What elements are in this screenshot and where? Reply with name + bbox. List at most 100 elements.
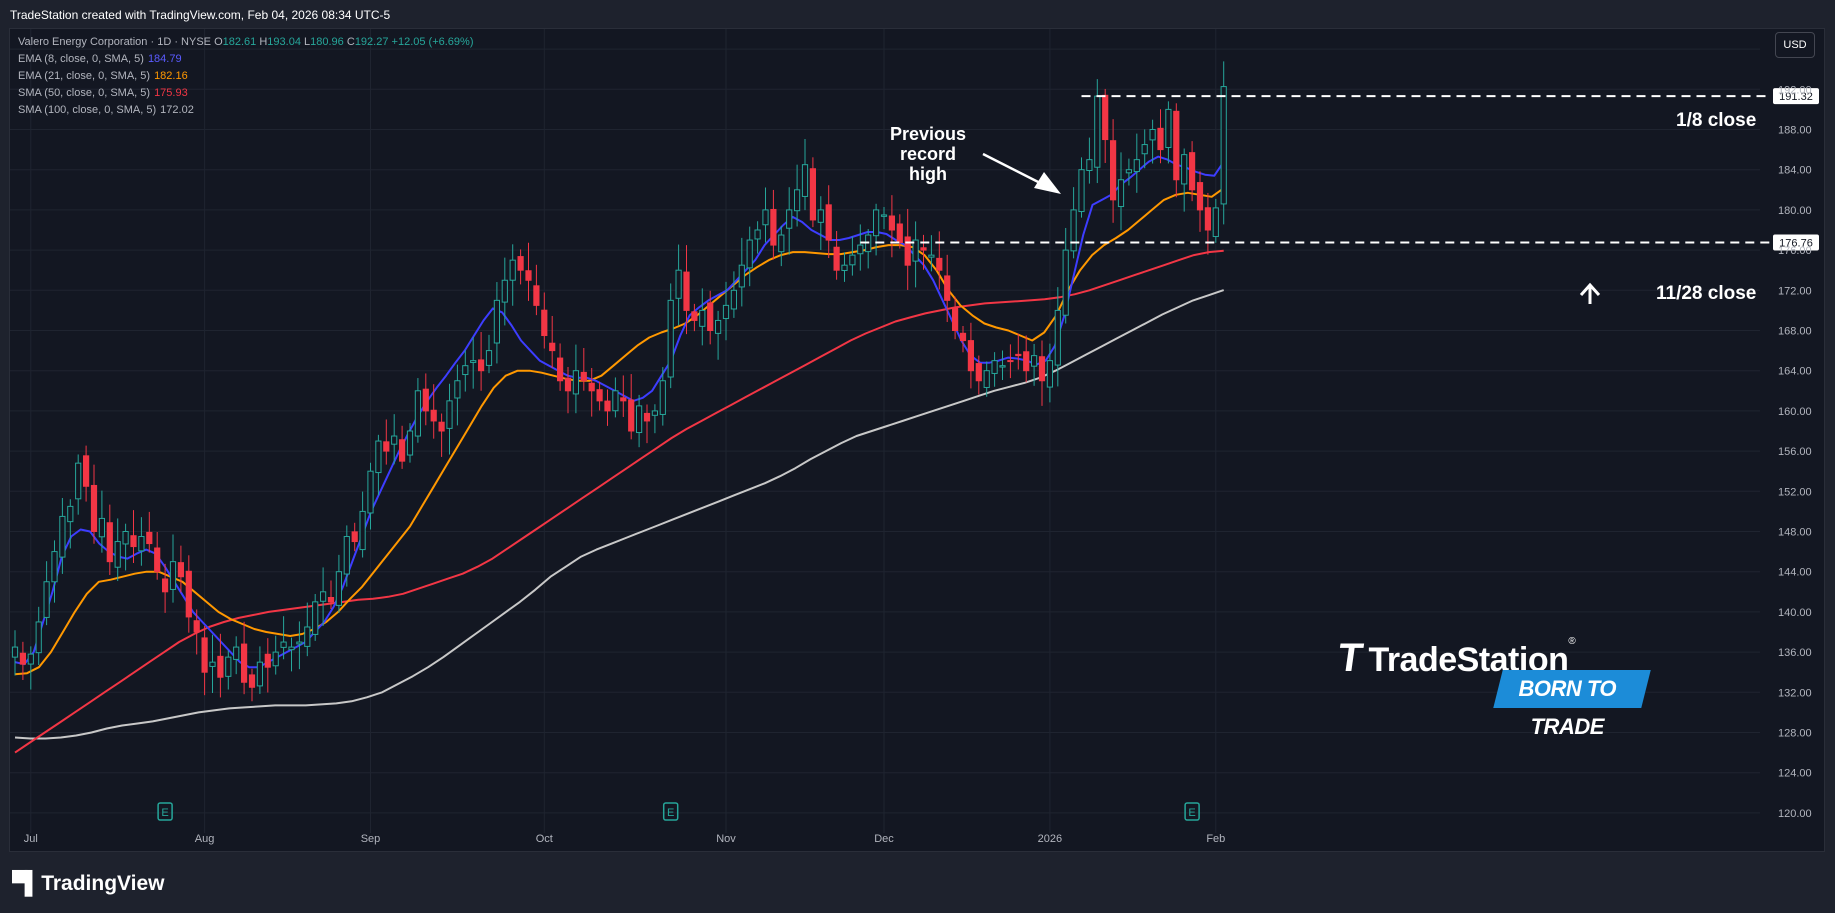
candle-body	[596, 389, 603, 402]
candle-body	[580, 371, 587, 382]
candle	[636, 394, 643, 448]
candle-body	[1212, 207, 1219, 238]
candle	[1220, 61, 1227, 225]
candle-body	[19, 652, 26, 665]
tradingview-watermark[interactable]: ▀▌ TradingView	[12, 870, 165, 896]
chart-panel[interactable]	[9, 28, 1825, 852]
candle	[193, 609, 200, 655]
price-level-label: 176.76	[1779, 237, 1813, 249]
candle-body	[564, 377, 572, 392]
candle	[146, 511, 153, 553]
candle	[1196, 171, 1204, 232]
candle	[794, 164, 801, 227]
time-tick-label: Feb	[1206, 833, 1225, 845]
candle	[604, 389, 611, 426]
candle-body	[659, 380, 666, 415]
time-tick-label: 2026	[1038, 833, 1062, 845]
legend-sma50[interactable]: SMA (50, close, 0, SMA, 5) 175.93	[18, 85, 473, 102]
candle	[525, 242, 532, 301]
price-level-tag	[1773, 88, 1819, 105]
candle	[683, 245, 690, 335]
candle-body	[817, 209, 824, 223]
candle-body	[691, 311, 698, 321]
price-tick-label: 176.00	[1778, 245, 1812, 257]
candle	[1133, 133, 1140, 193]
candle	[1165, 101, 1172, 164]
candle	[1181, 148, 1188, 212]
candle-body	[501, 279, 508, 303]
price-tick-label: 188.00	[1778, 125, 1812, 137]
candle	[304, 602, 311, 657]
candle	[217, 633, 224, 698]
candle	[312, 594, 319, 641]
candle	[470, 337, 477, 389]
candle	[130, 510, 137, 564]
candle	[920, 234, 927, 270]
close-value: 192.27	[354, 36, 389, 48]
candle-body	[707, 302, 714, 331]
candle-body	[114, 541, 121, 568]
candle	[959, 326, 967, 353]
candle	[335, 554, 342, 613]
candle-body	[683, 271, 690, 311]
candle-body	[35, 621, 42, 654]
legend-sma100[interactable]: SMA (100, close, 0, SMA, 5) 172.02	[18, 102, 473, 119]
time-tick-label: Nov	[716, 833, 736, 845]
candle	[1157, 109, 1164, 164]
candle-body	[1220, 86, 1227, 205]
candle	[1023, 335, 1030, 383]
candle	[809, 157, 816, 228]
candle-body	[572, 370, 579, 395]
earnings-marker: E	[1184, 802, 1200, 821]
candle-body	[312, 601, 319, 635]
candle	[833, 230, 840, 280]
candle-body	[169, 561, 177, 590]
candle-body	[794, 189, 801, 212]
candle-body	[904, 236, 911, 266]
candle-body	[896, 223, 903, 243]
candle-body	[1189, 152, 1196, 191]
earnings-marker: E	[662, 802, 679, 821]
candle	[11, 630, 19, 676]
candle	[43, 561, 50, 626]
candle	[122, 523, 129, 571]
candle	[857, 224, 864, 271]
candle-body	[541, 309, 548, 337]
candle	[1015, 333, 1022, 370]
candle	[730, 271, 737, 318]
candle	[643, 404, 651, 444]
candle-body	[375, 440, 382, 474]
candle	[288, 637, 295, 672]
candle-body	[1062, 249, 1069, 316]
candle-body	[209, 661, 216, 667]
candle	[225, 650, 232, 690]
candle	[517, 249, 524, 285]
currency-button[interactable]: USD	[1775, 32, 1815, 58]
candle-body	[762, 209, 769, 226]
candle	[98, 490, 106, 553]
legend-ema8[interactable]: EMA (8, close, 0, SMA, 5) 184.79	[18, 51, 473, 68]
candle-body	[399, 439, 406, 462]
candle	[699, 288, 706, 346]
candle	[912, 221, 919, 288]
candle-body	[944, 275, 951, 301]
candle-body	[952, 307, 959, 331]
candle	[509, 244, 516, 306]
ema-21-layer	[14, 187, 1225, 676]
candle-body	[327, 596, 335, 603]
candle-body	[1181, 154, 1188, 185]
candle-body	[588, 382, 595, 392]
candle	[738, 237, 745, 307]
candle-body	[478, 359, 485, 372]
candle-body	[738, 264, 745, 288]
candle	[746, 226, 753, 287]
tradingview-logo-icon: ▀▌	[12, 870, 40, 895]
candle	[399, 425, 406, 469]
candle	[375, 434, 382, 496]
candle-body	[1133, 159, 1140, 173]
candle	[67, 499, 74, 549]
legend-ema21[interactable]: EMA (21, close, 0, SMA, 5) 182.16	[18, 68, 473, 85]
candle	[1046, 343, 1054, 403]
candle-body	[248, 674, 256, 688]
